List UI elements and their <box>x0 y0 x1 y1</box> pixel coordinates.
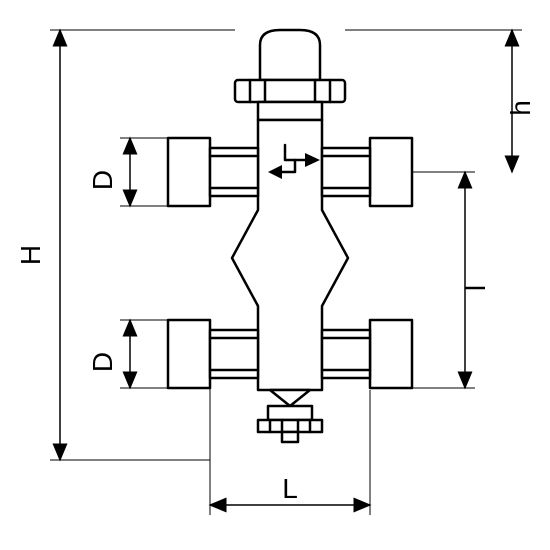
dim-label-L: L <box>282 473 298 504</box>
dim-label-h: h <box>505 100 536 116</box>
dim-label-D-upper: D <box>87 170 118 190</box>
dim-label-l: l <box>460 285 491 291</box>
dim-label-H: H <box>15 245 46 265</box>
dim-label-D-lower: D <box>87 352 118 372</box>
